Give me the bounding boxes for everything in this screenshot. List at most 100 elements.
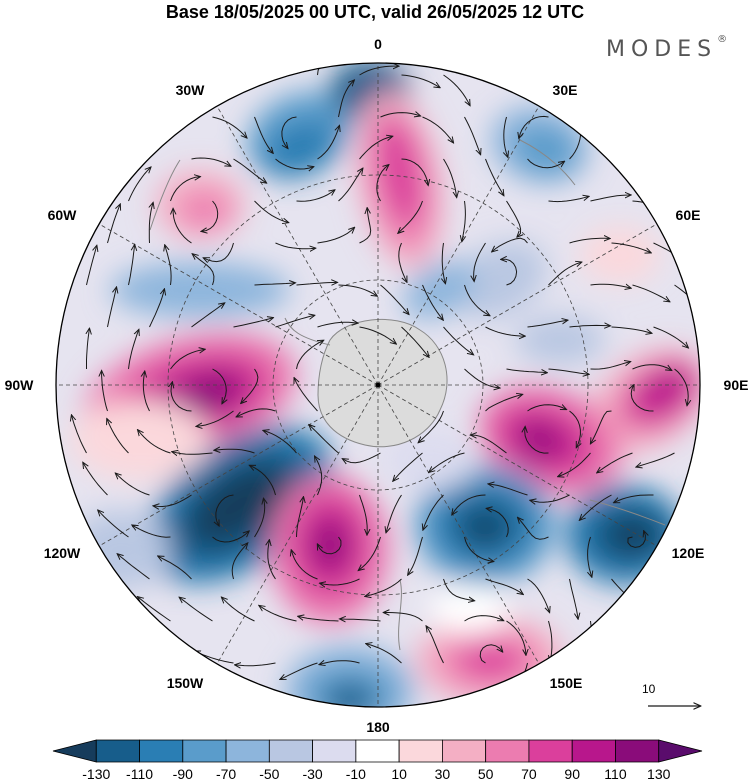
streamline-arrow	[548, 262, 582, 286]
streamline-arrow	[132, 525, 171, 538]
streamline-arrow	[338, 80, 355, 118]
streamline-arrow	[674, 368, 689, 405]
longitude-label-120w: 120W	[43, 545, 81, 561]
streamline-arrow	[569, 410, 581, 447]
streamline-arrow	[527, 578, 550, 612]
streamline-arrow	[107, 288, 117, 328]
colorbar-tick-label: 10	[391, 766, 407, 782]
streamline-arrow	[250, 466, 276, 496]
streamline-arrow	[98, 510, 129, 538]
colorbar-tick-label: -50	[259, 766, 280, 782]
streamline-arrow	[359, 326, 396, 344]
streamline-arrow	[138, 430, 171, 454]
streamline-arrow	[359, 536, 381, 570]
streamline-arrow	[338, 169, 363, 202]
streamline-arrow	[376, 165, 389, 202]
longitude-label-90w: 90W	[4, 377, 34, 393]
streamline-arrow	[204, 242, 234, 262]
streamline-arrow	[254, 499, 265, 538]
colorbar-swatch	[615, 739, 660, 763]
streamline-arrow	[197, 410, 234, 426]
streamline-arrow	[429, 452, 465, 472]
meridian-line	[377, 223, 658, 386]
colorbar-swatch	[312, 739, 357, 763]
colorbar-tick-label: 70	[521, 766, 537, 782]
streamline-arrow	[548, 368, 589, 374]
colorbar-swatch	[268, 739, 313, 763]
reference-vector-label: 10	[642, 682, 656, 696]
streamline-arrow	[264, 431, 297, 454]
meridian-line	[377, 384, 540, 665]
streamline-arrow	[233, 318, 273, 328]
streamline-arrow	[309, 425, 339, 454]
streamline-arrow	[464, 536, 494, 561]
meridian-line	[98, 223, 379, 386]
streamline-arrow	[426, 626, 444, 664]
streamline-arrow	[320, 661, 360, 665]
streamline-arrow	[193, 254, 215, 286]
anomaly-cell	[462, 644, 518, 676]
streamline-arrow	[519, 115, 549, 138]
streamline-arrow	[464, 615, 504, 622]
colorbar-swatch	[658, 739, 703, 763]
streamline-arrow	[215, 449, 255, 454]
streamline-arrow	[504, 116, 508, 157]
streamline-arrow	[338, 284, 377, 296]
anomaly-cell	[608, 517, 656, 553]
streamline-arrow	[590, 284, 631, 288]
streamline-arrow	[158, 556, 192, 580]
anomaly-cell	[70, 400, 210, 480]
streamline-arrow	[143, 372, 150, 412]
streamline-arrow	[408, 536, 423, 575]
longitude-label-150w: 150W	[166, 675, 204, 691]
streamline-arrow	[527, 320, 568, 328]
streamline-arrow	[479, 644, 502, 664]
streamline-arrow	[296, 341, 324, 370]
streamline-arrow	[359, 494, 368, 535]
streamline-arrow	[180, 598, 213, 622]
colorbar-swatch	[52, 739, 97, 763]
streamline-arrow	[359, 208, 372, 244]
streamline-arrow	[72, 415, 87, 454]
streamline-arrow	[464, 116, 481, 154]
streamline-arrow	[222, 598, 255, 622]
australia-coast	[589, 499, 666, 526]
streamline-arrow	[485, 578, 523, 594]
colorbar-swatch	[442, 739, 487, 763]
colorbar-swatch	[571, 739, 616, 763]
colorbar-swatch	[139, 739, 184, 763]
streamline-arrow	[102, 371, 108, 412]
streamline-arrow	[611, 326, 652, 333]
streamline-arrow	[317, 126, 340, 160]
streamline-arrow	[401, 326, 429, 357]
streamline-arrow	[423, 494, 444, 530]
colorbar-tick-label: -30	[302, 766, 323, 782]
streamline-arrow	[501, 259, 518, 286]
streamline-arrow	[231, 543, 247, 580]
colorbar-tick-label: 130	[647, 766, 671, 782]
streamline-arrow	[237, 408, 276, 417]
streamline-arrow	[442, 242, 445, 283]
streamline-arrow	[422, 284, 443, 320]
streamline-arrow	[462, 200, 466, 241]
streamline-arrow	[580, 494, 612, 520]
streamline-arrow	[254, 200, 289, 223]
anomaly-cell	[430, 585, 510, 635]
streamline-arrow	[275, 158, 314, 169]
streamline-arrow	[588, 536, 592, 577]
streamline-arrow	[492, 237, 528, 251]
streamline-arrow	[419, 410, 444, 442]
streamline-arrow	[569, 238, 610, 244]
longitude-label-90e: 90E	[723, 377, 749, 393]
streamline-arrow	[107, 205, 121, 244]
streamline-arrow	[275, 242, 316, 249]
colorbar-swatch	[398, 739, 443, 763]
streamline-arrow	[216, 494, 234, 526]
longitude-label-150e: 150E	[549, 675, 583, 691]
streamline-arrow	[569, 578, 579, 619]
streamline-arrow	[464, 368, 500, 388]
streamline-arrow	[320, 578, 360, 585]
longitude-label-180: 180	[366, 719, 390, 735]
streamline-arrow	[202, 200, 219, 231]
